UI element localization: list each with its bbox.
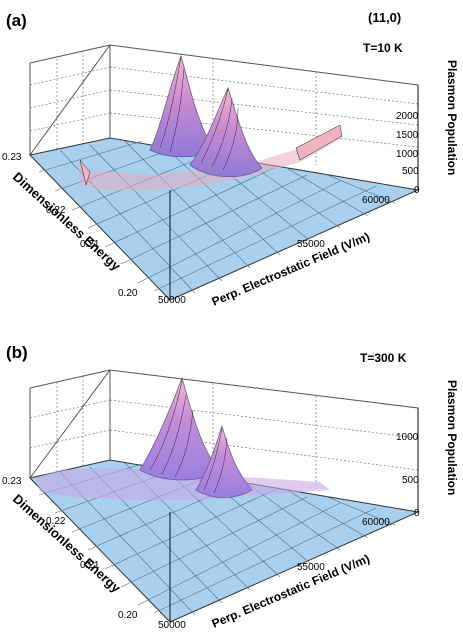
y-tick-a: 0.20 — [118, 288, 138, 299]
y-tick-a: 0.21 — [80, 239, 100, 250]
panel-b: (b) T=300 K — [2, 343, 459, 631]
z-tick-a: 0 — [414, 185, 420, 196]
z-tick-a: 500 — [402, 166, 419, 177]
surface-peak-b1 — [139, 376, 221, 481]
z-axis-label-a: Plasmon Population — [445, 60, 459, 175]
temperature-annotation-b: T=300 K — [360, 351, 407, 365]
y-tick-b: 0.22 — [46, 516, 66, 527]
box-front-b — [169, 408, 419, 622]
z-tick-a: 1000 — [396, 149, 419, 160]
y-tick-b: 0.20 — [118, 610, 138, 621]
x-tick-a: 60000 — [362, 195, 390, 206]
x-tick-b: 60000 — [362, 517, 390, 528]
z-axis-b: 0 500 1000 Plasmon Population — [396, 380, 459, 519]
panel-label-a: (a) — [6, 11, 27, 30]
x-tick-b: 55000 — [297, 562, 325, 573]
y-tick-b: 0.23 — [2, 476, 22, 487]
back-grid-b — [29, 376, 419, 488]
y-tick-a: 0.22 — [46, 205, 66, 216]
surface-peak-a1 — [149, 54, 216, 158]
surface-b — [35, 376, 330, 500]
panel-label-b: (b) — [6, 343, 28, 362]
chirality-annotation: (11,0) — [368, 10, 401, 25]
z-axis-a: 0 500 1000 1500 2000 Plasmon Population — [396, 60, 459, 196]
y-tick-b: 0.21 — [80, 560, 100, 571]
z-axis-label-b: Plasmon Population — [445, 380, 459, 495]
box-front-a — [169, 85, 419, 300]
surface-peak-a2 — [189, 86, 263, 178]
temperature-annotation-a: T=10 K — [363, 41, 403, 55]
z-tick-a: 2000 — [396, 111, 419, 122]
y-tick-a: 0.23 — [2, 152, 22, 163]
x-tick-a: 50000 — [158, 295, 186, 306]
x-tick-a: 55000 — [297, 239, 325, 250]
x-tick-b: 50000 — [158, 620, 186, 631]
z-tick-b: 500 — [402, 475, 419, 486]
surface-a — [78, 54, 343, 190]
z-tick-b: 1000 — [396, 432, 419, 443]
z-tick-b: 0 — [414, 508, 420, 519]
z-tick-a: 1500 — [396, 130, 419, 141]
panel-a: (a) (11,0) T=10 K — [2, 10, 459, 309]
